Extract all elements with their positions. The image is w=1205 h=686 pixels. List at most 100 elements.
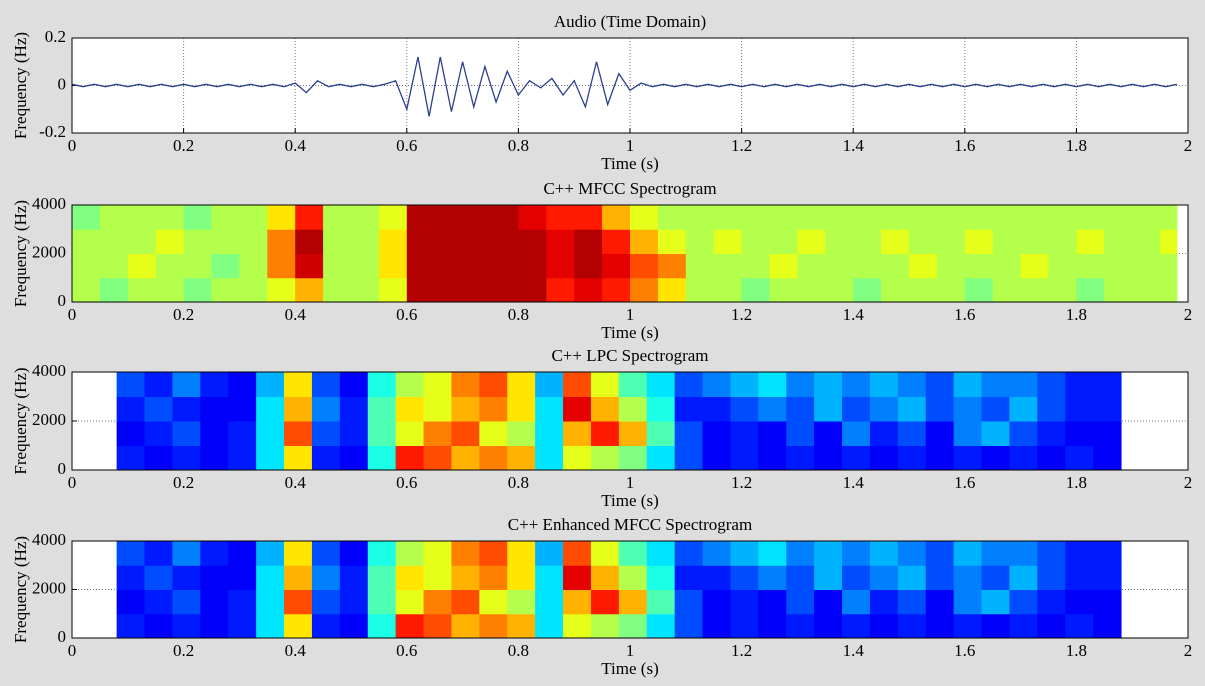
y-tick-label: 0 bbox=[58, 291, 67, 310]
spectrogram-cell bbox=[1020, 205, 1049, 230]
spectrogram-cell bbox=[256, 565, 285, 590]
spectrogram-cell bbox=[842, 613, 871, 639]
x-tick-label: 1.2 bbox=[731, 136, 752, 155]
spectrogram-cell bbox=[339, 613, 369, 639]
spectrogram-cell bbox=[434, 229, 464, 254]
subplot-title: C++ MFCC Spectrogram bbox=[543, 179, 716, 198]
spectrogram-cell bbox=[451, 589, 480, 615]
spectrogram-cell bbox=[964, 277, 994, 303]
spectrogram-cell bbox=[702, 589, 731, 615]
spectrogram-cell bbox=[842, 372, 871, 397]
spectrogram-cell bbox=[630, 253, 659, 279]
spectrogram-cell bbox=[685, 205, 715, 230]
spectrogram-cell bbox=[925, 541, 955, 566]
spectrogram-cell bbox=[702, 541, 731, 566]
spectrogram-cell bbox=[228, 396, 257, 422]
spectrogram-cell bbox=[518, 277, 547, 303]
x-tick-label: 1 bbox=[626, 136, 635, 155]
spectrogram-cell bbox=[311, 372, 341, 397]
spectrogram-cell bbox=[284, 372, 313, 397]
spectrogram-cell bbox=[256, 445, 285, 471]
y-tick-label: 2000 bbox=[32, 242, 66, 261]
x-tick-label: 0 bbox=[68, 136, 77, 155]
spectrogram-cell bbox=[1104, 253, 1133, 279]
spectrogram-cell bbox=[200, 421, 229, 446]
spectrogram-cell bbox=[897, 396, 927, 422]
spectrogram-cell bbox=[814, 445, 843, 471]
spectrogram-cell bbox=[618, 613, 648, 639]
spectrogram-cell bbox=[730, 421, 759, 446]
spectrogram-cell bbox=[1160, 229, 1178, 254]
spectrogram-cell bbox=[423, 613, 452, 639]
y-tick-label: 4000 bbox=[32, 361, 66, 380]
spectrogram-cell bbox=[646, 541, 676, 566]
spectrogram-cell bbox=[602, 253, 631, 279]
spectrogram-cell bbox=[814, 396, 843, 422]
spectrogram-cell bbox=[869, 445, 899, 471]
spectrogram-cell bbox=[814, 589, 843, 615]
spectrogram-cell bbox=[646, 372, 676, 397]
spectrogram-cell bbox=[618, 565, 648, 590]
spectrogram-cell bbox=[211, 229, 240, 254]
spectrogram-cell bbox=[730, 565, 759, 590]
spectrogram-cell bbox=[741, 205, 770, 230]
spectrogram-cell bbox=[618, 396, 648, 422]
spectrogram-cell bbox=[479, 589, 508, 615]
spectrogram-cell bbox=[200, 565, 229, 590]
spectrogram-cell bbox=[1065, 396, 1094, 422]
spectrogram-cell bbox=[339, 421, 369, 446]
spectrogram-cell bbox=[618, 589, 648, 615]
spectrogram-cell bbox=[786, 541, 815, 566]
x-tick-label: 1.8 bbox=[1066, 641, 1087, 660]
spectrogram-cell bbox=[953, 613, 983, 639]
spectrogram-cell bbox=[127, 229, 157, 254]
spectrogram-cell bbox=[183, 205, 212, 230]
x-tick-label: 1.8 bbox=[1066, 305, 1087, 324]
spectrogram-cell bbox=[507, 445, 536, 471]
spectrogram-cell bbox=[786, 445, 815, 471]
spectrogram-cell bbox=[395, 372, 425, 397]
spectrogram-cell bbox=[155, 205, 185, 230]
spectrogram-cell bbox=[434, 277, 464, 303]
x-tick-label: 0.6 bbox=[396, 473, 417, 492]
spectrogram-cell bbox=[881, 253, 910, 279]
y-tick-label: 4000 bbox=[32, 194, 66, 213]
spectrogram-cell bbox=[1037, 589, 1066, 615]
y-axis-label: Frequency (Hz) bbox=[11, 200, 30, 307]
spectrogram-cell bbox=[211, 253, 240, 279]
spectrogram-cell bbox=[367, 589, 397, 615]
spectrogram-cell bbox=[685, 277, 715, 303]
x-tick-label: 0.4 bbox=[285, 305, 307, 324]
x-tick-label: 0.8 bbox=[508, 305, 529, 324]
spectrogram-cell bbox=[462, 229, 491, 254]
spectrogram-cell bbox=[172, 421, 201, 446]
spectrogram-cell bbox=[1009, 421, 1038, 446]
spectrogram-cell bbox=[842, 396, 871, 422]
spectrogram-cell bbox=[256, 396, 285, 422]
spectrogram-cell bbox=[1048, 229, 1077, 254]
spectrogram-cell bbox=[200, 541, 229, 566]
x-tick-label: 2 bbox=[1184, 641, 1193, 660]
spectrogram-cell bbox=[479, 445, 508, 471]
spectrogram-cell bbox=[674, 396, 704, 422]
spectrogram-cell bbox=[1037, 541, 1066, 566]
spectrogram-cell bbox=[1048, 277, 1077, 303]
spectrogram-cell bbox=[842, 445, 871, 471]
spectrogram-cell bbox=[814, 613, 843, 639]
spectrogram-cell bbox=[127, 253, 157, 279]
spectrogram-cell bbox=[563, 445, 592, 471]
spectrogram-cell bbox=[239, 253, 268, 279]
spectrogram-cell bbox=[228, 613, 257, 639]
spectrogram-cell bbox=[842, 589, 871, 615]
spectrogram-cell bbox=[1093, 372, 1122, 397]
spectrogram-cell bbox=[869, 396, 899, 422]
spectrogram-cell bbox=[507, 565, 536, 590]
spectrogram-cell bbox=[490, 253, 519, 279]
spectrogram-cell bbox=[702, 421, 731, 446]
spectrogram-cell bbox=[1009, 565, 1038, 590]
spectrogram-cell bbox=[574, 277, 603, 303]
x-tick-label: 1.6 bbox=[954, 305, 975, 324]
spectrogram-cell bbox=[1160, 205, 1178, 230]
spectrogram-cell bbox=[925, 396, 955, 422]
spectrogram-cell bbox=[769, 205, 798, 230]
